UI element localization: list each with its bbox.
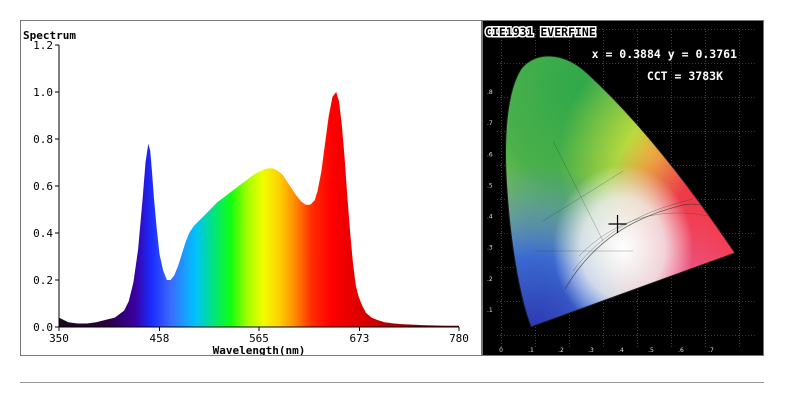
cie-x-tick-label: .2 <box>558 347 564 354</box>
cie-chromaticity-diagram: 0 .1 .2 .3 .4 .5 .6 .7 .1 .2 .3 .4 .5 .6 .7 .8 CIE1931… <box>483 21 763 355</box>
x-tick-label: 458 <box>150 332 170 345</box>
y-axis-title: Spectrum <box>23 29 76 42</box>
cie-panel: 0 .1 .2 .3 .4 .5 .6 .7 .1 .2 .3 .4 .5 .6 .7 .8 CIE1931… <box>482 20 764 356</box>
y-tick-label: 0.4 <box>33 227 53 240</box>
cie-title: CIE1931 EVERFINE <box>485 25 596 39</box>
spectrum-chart: 0.0 0.2 0.4 0.6 0.8 1.0 1.2 350 458 565 673 780 Sp… <box>23 29 469 355</box>
cie-xy-readout: x = 0.3884 y = 0.3761 <box>592 47 737 61</box>
cie-y-tick-label: .1 <box>487 307 493 314</box>
spectrum-panel: 0.0 0.2 0.4 0.6 0.8 1.0 1.2 350 458 565 673 780 Sp… <box>20 20 482 356</box>
y-tick-label: 1.2 <box>33 39 53 52</box>
cie-y-tick-label: .4 <box>487 214 493 221</box>
cie-y-tick-label: .5 <box>487 182 493 189</box>
y-tick-label: 1.0 <box>33 86 53 99</box>
cie-x-tick-label: .3 <box>588 347 594 354</box>
cie-cct-readout: CCT = 3783K <box>647 69 723 83</box>
cie-x-tick-label: 0 <box>499 347 503 354</box>
cie-y-tick-label: .8 <box>487 89 493 96</box>
x-axis-title: Wavelength(nm) <box>213 344 306 355</box>
y-tick-label: 0.6 <box>33 180 53 193</box>
cie-y-tick-label: .7 <box>487 120 493 127</box>
y-tick-label: 0.0 <box>33 321 53 334</box>
x-tick-label: 780 <box>449 332 469 345</box>
cie-y-tick-label: .2 <box>487 276 493 283</box>
cie-x-tick-label: .4 <box>618 347 624 354</box>
y-tick-label: 0.2 <box>33 274 53 287</box>
cie-x-tick-label: .7 <box>708 347 714 354</box>
y-tick-label: 0.8 <box>33 133 53 146</box>
bottom-divider <box>20 382 764 383</box>
cie-x-tick-label: .1 <box>528 347 534 354</box>
x-tick-label: 565 <box>249 332 269 345</box>
cie-y-tick-label: .6 <box>487 151 493 158</box>
cie-x-tick-label: .6 <box>678 347 684 354</box>
cie-y-tick-label: .3 <box>487 245 493 252</box>
cie-x-tick-label: .5 <box>648 347 654 354</box>
spectrum-area <box>59 92 459 327</box>
spectral-locus <box>505 55 736 328</box>
x-tick-label: 350 <box>49 332 69 345</box>
x-tick-label: 673 <box>350 332 370 345</box>
